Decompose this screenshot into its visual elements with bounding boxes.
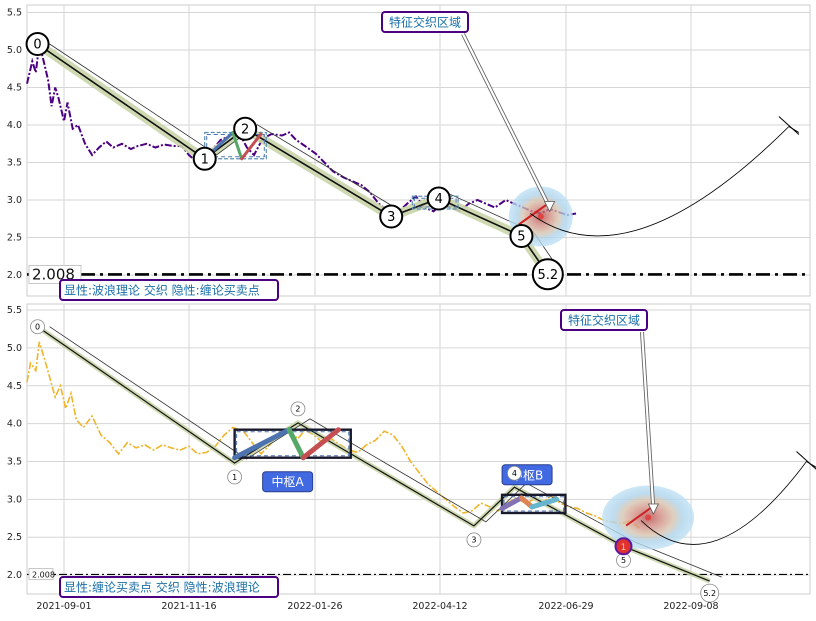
wave-point-marker [379, 204, 404, 229]
y-tick-label: 2.0 [7, 270, 22, 281]
x-tick-label: 2022-01-26 [287, 601, 342, 612]
wave-point-marker [700, 583, 720, 603]
y-tick-label: 3.0 [7, 494, 22, 505]
wave-point-label: 5.2 [537, 268, 558, 283]
x-tick-label: 2022-06-29 [538, 601, 593, 612]
wave-point-marker [227, 469, 243, 485]
bi-segment [529, 496, 560, 510]
reference-label: 2.008 [32, 570, 55, 579]
zhongshu-box-inner [503, 496, 564, 512]
price-series-line [26, 341, 640, 529]
legend-box [59, 576, 279, 598]
y-tick-label: 4.0 [7, 120, 22, 131]
zhongshu-box [233, 428, 352, 459]
y-tick-label: 4.5 [7, 381, 22, 392]
bi-segment [231, 131, 244, 161]
zhongshu-label: 中枢A [272, 474, 305, 489]
callout-arrow-shaft-fill [640, 331, 655, 511]
wave-point-label: 5 [621, 556, 626, 565]
arc-end-tick [788, 126, 800, 133]
wave-point-marker [531, 258, 564, 291]
wave-point-marker [233, 116, 258, 141]
projection-arc [640, 461, 807, 545]
wave-point-marker [30, 319, 45, 335]
callout-arrow-head [543, 201, 556, 213]
x-tick-label: 2022-04-12 [412, 601, 467, 612]
y-tick-label: 3.5 [7, 456, 22, 467]
y-tick-label: 5.5 [7, 305, 22, 316]
focus-dot [537, 213, 544, 220]
y-tick-label: 2.5 [7, 233, 22, 244]
top-panel: 2.0 2.5 3.0 3.5 4.0 4.5 5.0 5.5 0 1 2 3 4 5 5.2 2.008 特征… [7, 4, 811, 301]
y-tick-label: 5.5 [7, 8, 22, 19]
buy-point-marker [614, 537, 633, 556]
wave-point-label: 2 [295, 405, 300, 414]
zhongshu-label-box [262, 471, 314, 493]
callout-arrow-shaft-fill [462, 33, 551, 208]
y-tick-label: 4.5 [7, 83, 22, 94]
y-tick-label: 5.0 [7, 343, 22, 354]
projection-arc [529, 126, 790, 237]
wave-point-marker [290, 401, 306, 417]
bi-segment [240, 132, 263, 161]
wave-point-label: 3 [471, 536, 476, 545]
y-tick-label: 3.5 [7, 158, 22, 169]
y-tick-label: 2.5 [7, 532, 22, 543]
bi-segment [300, 427, 341, 461]
arc-end-tick [778, 116, 800, 135]
wave-point-marker [192, 146, 217, 171]
y-tick-label: 3.0 [7, 195, 22, 206]
focus-marker-line [518, 203, 548, 226]
reference-label-box [28, 568, 54, 580]
focus-marker-line [625, 504, 655, 527]
wave-point-label: 4 [512, 469, 517, 478]
arc-end-tick [806, 461, 816, 468]
wave-point-label: 2 [241, 122, 249, 137]
wave-point-label: 4 [435, 192, 443, 207]
legend-text: 显性:缠论买卖点 交织 隐性:波浪理论 [64, 580, 260, 595]
wave-point-label: 5.2 [703, 589, 716, 598]
price-series-line [26, 43, 577, 217]
bi-segment [232, 427, 292, 461]
callout-text: 特征交织区域 [389, 15, 461, 30]
wave-point-marker [466, 532, 482, 548]
focus-dot [645, 514, 652, 521]
wave-point-label: 0 [35, 323, 40, 332]
y-tick-label: 2.0 [7, 570, 22, 581]
callout-arrow-head [647, 503, 660, 515]
wave-point-marker [509, 224, 534, 248]
wave-point-marker [25, 32, 50, 56]
wave-point-marker [506, 465, 522, 481]
callout-box [560, 309, 648, 331]
plot-frame [26, 303, 811, 595]
bi-segment [286, 427, 306, 461]
arc-end-tick [796, 451, 816, 470]
wave-point-label: 1 [232, 473, 237, 482]
callout-box [381, 11, 469, 33]
legend-box [59, 279, 279, 301]
buy-point-label: 1 [621, 543, 627, 553]
wave-point-label: 0 [33, 38, 41, 53]
reference-label: 2.008 [32, 265, 75, 283]
wave-point-label: 3 [387, 210, 395, 225]
bi-segment [499, 495, 524, 511]
callout-text: 特征交织区域 [568, 313, 640, 328]
x-tick-label: 2021-09-01 [36, 601, 91, 612]
legend-text: 显性:波浪理论 交织 隐性:缠论买卖点 [64, 283, 260, 298]
reference-label-box [28, 264, 82, 284]
x-tick-label: 2021-11-16 [161, 601, 216, 612]
wave-point-marker [426, 186, 451, 211]
wave-point-label: 1 [201, 152, 209, 167]
x-tick-label: 2022-09-08 [663, 601, 718, 612]
y-tick-label: 4.0 [7, 419, 22, 430]
zhongshu-box [500, 493, 567, 515]
y-tick-label: 5.0 [7, 45, 22, 56]
plot-frame [26, 4, 811, 297]
wave-point-label: 5 [517, 230, 525, 245]
